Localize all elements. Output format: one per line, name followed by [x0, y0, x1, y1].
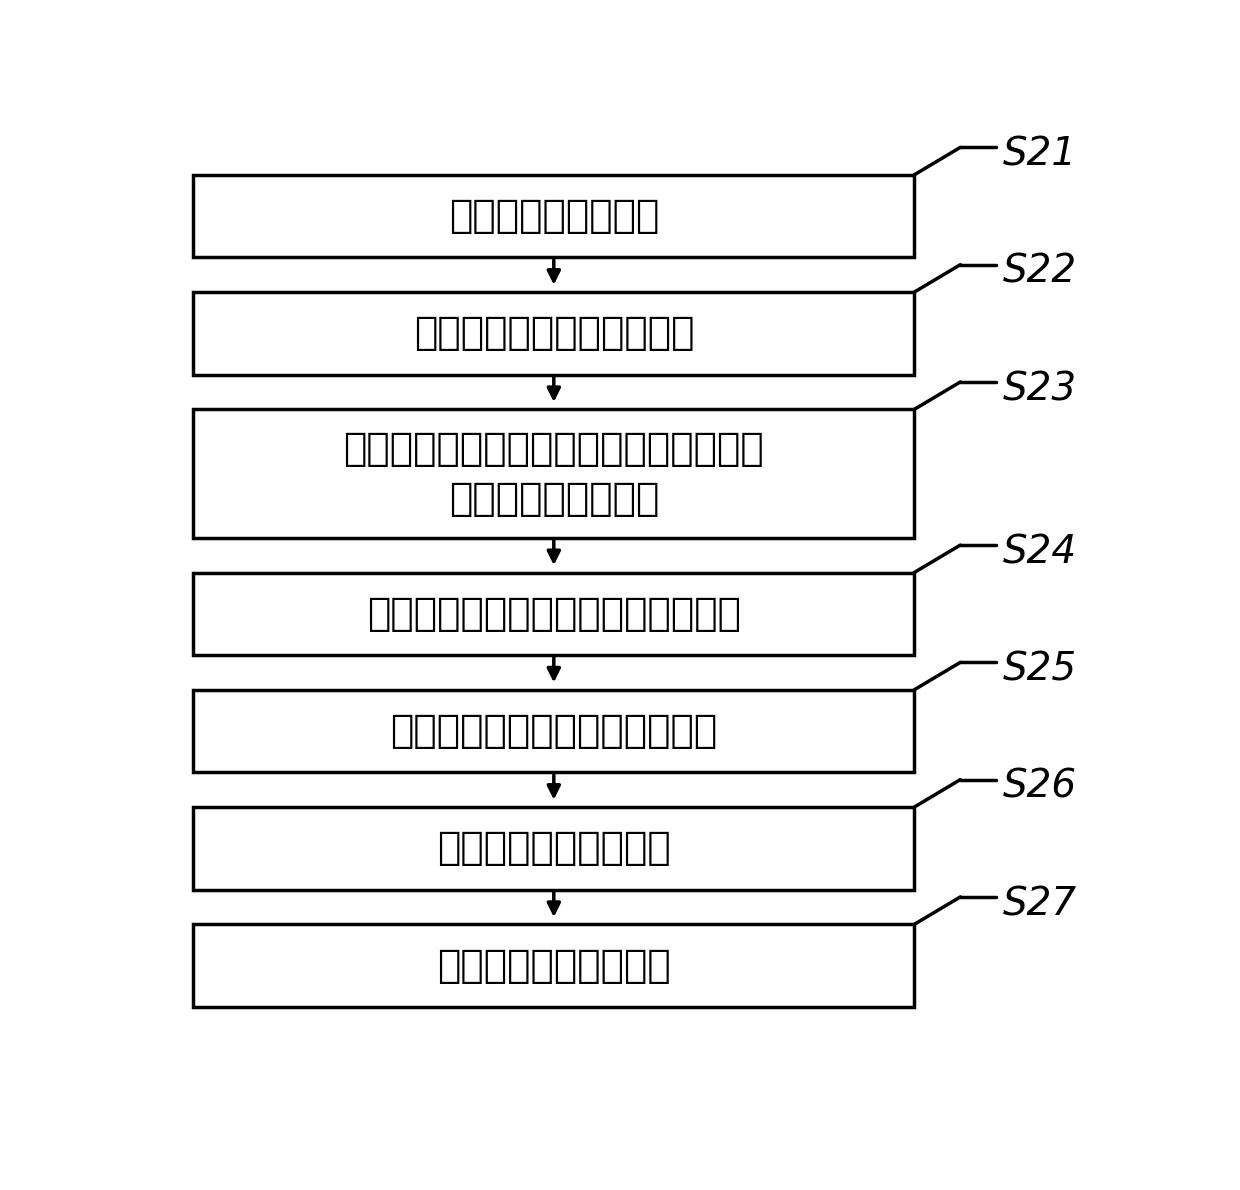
Text: S22: S22 — [1003, 253, 1076, 292]
Text: 在成核层上生长故意掺杂层: 在成核层上生长故意掺杂层 — [414, 314, 694, 352]
Text: 在高阻缓冲层上生长高迁移率沟道层: 在高阻缓冲层上生长高迁移率沟道层 — [367, 595, 740, 633]
Text: S26: S26 — [1003, 768, 1076, 806]
Text: S27: S27 — [1003, 885, 1076, 923]
Bar — [193, 293, 914, 375]
Text: 在衬底上生长成核层: 在衬底上生长成核层 — [449, 198, 658, 236]
Bar — [193, 925, 914, 1007]
Text: 在高迁移率沟道层上生长插入层: 在高迁移率沟道层上生长插入层 — [391, 712, 718, 750]
Text: 在势垒层上生长盖帽层: 在势垒层上生长盖帽层 — [436, 946, 671, 984]
Text: S23: S23 — [1003, 370, 1076, 408]
Bar — [193, 409, 914, 538]
Bar — [193, 690, 914, 772]
Bar — [193, 572, 914, 654]
Text: S24: S24 — [1003, 533, 1076, 571]
Bar — [193, 807, 914, 890]
Text: S21: S21 — [1003, 136, 1076, 174]
Text: S25: S25 — [1003, 651, 1076, 689]
Bar — [193, 175, 914, 257]
Text: 在故意掺杂层上生长非故意掺杂组分渐变
层，得到高阻缓冲层: 在故意掺杂层上生长非故意掺杂组分渐变 层，得到高阻缓冲层 — [343, 430, 764, 518]
Text: 在插入层上生长势垒层: 在插入层上生长势垒层 — [436, 829, 671, 868]
